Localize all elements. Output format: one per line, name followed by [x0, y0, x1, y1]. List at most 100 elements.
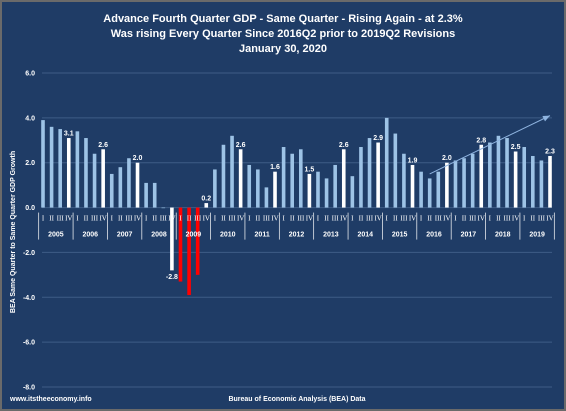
year-label: 2010 — [220, 232, 236, 239]
year-label: 2008 — [151, 232, 167, 239]
bar — [427, 178, 432, 208]
bar — [281, 147, 286, 208]
bar — [488, 142, 492, 208]
quarter-label: I — [248, 215, 251, 223]
data-label: 2.6 — [98, 142, 108, 149]
quarter-label: I — [317, 215, 320, 223]
bar — [479, 144, 484, 208]
bar — [513, 151, 518, 208]
bar — [384, 117, 389, 208]
bar — [393, 133, 398, 208]
quarter-label: II — [359, 215, 364, 223]
bar — [152, 182, 157, 208]
bar — [445, 162, 449, 208]
quarter-label: I — [214, 215, 217, 223]
chart-title-line-1: Advance Fourth Quarter GDP - Same Quarte… — [103, 13, 463, 25]
quarter-label: III — [91, 215, 99, 223]
quarter-label: III — [263, 215, 271, 223]
quarter-label: IV — [306, 215, 313, 223]
year-label: 2018 — [495, 232, 511, 239]
bar — [290, 153, 295, 208]
quarter-label: III — [469, 215, 477, 223]
data-label: 2.8 — [476, 137, 486, 144]
bar — [161, 207, 166, 209]
bar — [462, 158, 466, 208]
quarter-label: IV — [374, 215, 381, 223]
bar — [548, 155, 552, 208]
data-label: 1.5 — [305, 166, 315, 173]
quarter-label: I — [111, 215, 114, 223]
y-tick-label: -2.0 — [23, 250, 35, 257]
quarter-label: II — [221, 215, 226, 223]
quarter-label: I — [145, 215, 148, 223]
quarter-label: IV — [340, 215, 347, 223]
quarter-label: II — [427, 215, 432, 223]
quarter-label: III — [504, 215, 512, 223]
data-label: 2.6 — [339, 142, 349, 149]
y-tick-label: 4.0 — [25, 115, 35, 122]
quarter-label: IV — [65, 215, 72, 223]
quarter-label: I — [282, 215, 285, 223]
year-label: 2005 — [48, 232, 64, 239]
bar — [221, 144, 226, 208]
year-label: 2015 — [392, 232, 408, 239]
bar — [522, 147, 527, 208]
y-tick-label: -8.0 — [23, 385, 35, 392]
quarter-label: IV — [409, 215, 416, 223]
quarter-label: III — [332, 215, 340, 223]
bar — [273, 171, 277, 208]
bar — [341, 149, 346, 208]
bar — [307, 173, 312, 208]
y-tick-label: 6.0 — [25, 71, 35, 78]
quarter-label: II — [118, 215, 123, 223]
quarter-label: III — [435, 215, 443, 223]
quarter-label: III — [125, 215, 133, 223]
bar — [58, 129, 62, 208]
year-label: 2012 — [289, 232, 305, 239]
quarter-label: IV — [203, 215, 210, 223]
quarter-label: I — [489, 215, 492, 223]
data-label: 2.3 — [545, 148, 555, 155]
y-tick-label: 0.0 — [25, 205, 35, 212]
data-label: 2.6 — [236, 142, 246, 149]
bar — [118, 167, 123, 208]
quarter-label: II — [393, 215, 398, 223]
bar — [195, 207, 200, 275]
y-tick-label: 2.0 — [25, 160, 35, 167]
bar — [453, 160, 458, 208]
quarter-label: I — [42, 215, 45, 223]
bar — [213, 169, 217, 208]
bar — [238, 149, 243, 208]
data-labels: 3.1 2.6 2.0 -2.8 0.2 2.6 1.6 1.5 2.6 2.9 1.9 2.0 2.8… — [64, 131, 555, 281]
bar — [505, 138, 509, 208]
bar — [333, 164, 337, 208]
quarter-label: III — [538, 215, 546, 223]
data-label: 3.1 — [64, 131, 74, 138]
bar — [135, 162, 140, 208]
bar — [367, 138, 372, 208]
bar — [402, 153, 406, 208]
y-axis-ticks: 6.0 4.0 2.0 0.0 -2.0 -4.0 -6.0 -8.0 — [23, 71, 35, 392]
year-label: 2019 — [529, 232, 545, 239]
year-label: 2009 — [186, 232, 202, 239]
y-tick-label: -6.0 — [23, 340, 35, 347]
footer-site: www.itstheeconomy.info — [9, 396, 92, 403]
quarter-label: IV — [99, 215, 106, 223]
quarter-label: II — [255, 215, 260, 223]
trend-line — [429, 115, 551, 175]
chart-title-line-3: January 30, 2020 — [239, 43, 327, 55]
y-axis-label: BEA Same Quarter to Same Quarter GDP Gro… — [10, 151, 17, 313]
year-label: 2011 — [255, 232, 270, 239]
quarter-label: II — [84, 215, 89, 223]
bar — [470, 153, 475, 208]
y-tick-label: -4.0 — [23, 295, 35, 302]
bar — [170, 207, 174, 271]
bar — [92, 153, 97, 208]
bar — [419, 171, 423, 208]
year-label: 2006 — [82, 232, 98, 239]
quarter-label: I — [351, 215, 354, 223]
data-label: 2.5 — [511, 144, 521, 151]
bar — [127, 158, 131, 208]
